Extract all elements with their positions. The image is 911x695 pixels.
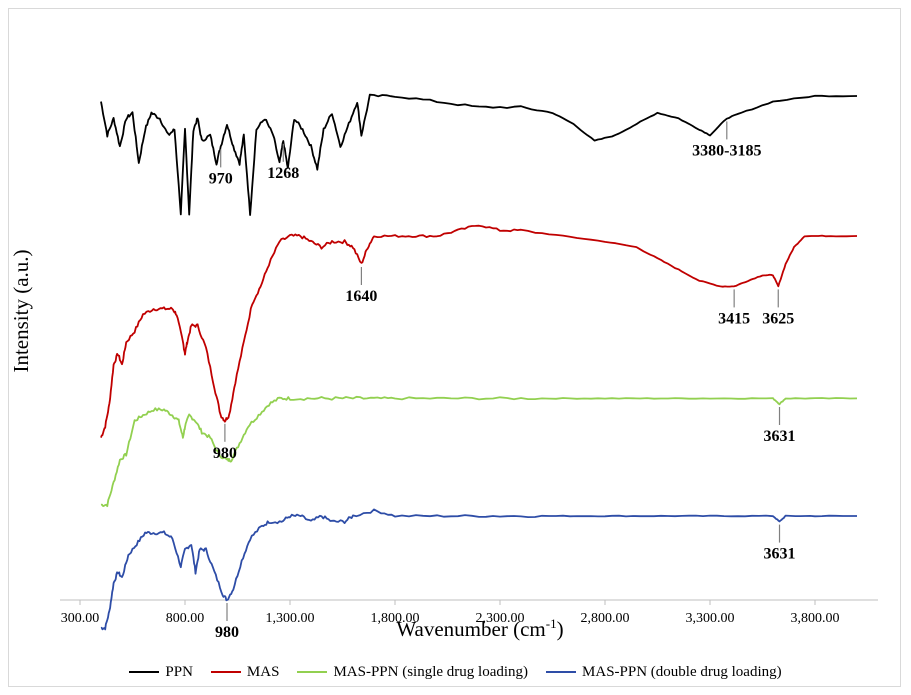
annotation-label: 3380-3185	[692, 142, 761, 159]
x-tick-label: 1,300.00	[266, 611, 315, 626]
y-axis-label: Intensity (a.u.)	[9, 249, 33, 373]
annotation-label: 1268	[267, 165, 299, 182]
legend-label: PPN	[165, 663, 193, 680]
annotation-label: 980	[213, 445, 237, 462]
x-tick-label: 3,800.00	[791, 611, 840, 626]
series-layer	[100, 93, 858, 631]
x-axis-label-end: )	[556, 617, 564, 641]
legend-item: MAS-PPN (single drug loading)	[297, 664, 528, 681]
x-tick-label: 800.00	[166, 611, 205, 626]
ftir-chart: 300.00 800.00 1,300.00 1,800.00 2,300.00 2,80…	[60, 93, 878, 641]
legend-swatch	[210, 671, 241, 673]
x-axis: 300.00 800.00 1,300.00 1,800.00 2,300.00 2,80…	[60, 599, 878, 626]
annotation-label: 3631	[764, 546, 796, 563]
legend-item: MAS	[210, 663, 280, 681]
x-tick-label: 3,300.00	[686, 611, 735, 626]
annotation-label: 3631	[764, 428, 796, 445]
series-line-mas-ppn-double-drug-loading-	[100, 508, 857, 631]
series-line-mas-ppn-single-drug-loading-	[100, 395, 858, 508]
legend: PPN MAS MAS-PPN (single drug loading) MAS-P…	[0, 660, 911, 684]
x-axis-label-sup: -1	[545, 616, 557, 631]
legend-label: MAS	[246, 663, 280, 680]
x-tick-label: 300.00	[61, 611, 100, 626]
legend-label: MAS-PPN (single drug loading)	[333, 663, 529, 680]
annotation-label: 980	[215, 624, 239, 641]
legend-item: PPN	[129, 664, 193, 681]
legend-item: MAS-PPN (double drug loading)	[546, 664, 782, 681]
annotation-label: 3625	[762, 310, 794, 327]
legend-swatch	[129, 671, 160, 673]
annotation-label: 1640	[345, 288, 377, 305]
x-tick-label: 1,800.00	[371, 611, 420, 626]
x-tick-label: 2,300.00	[476, 611, 525, 626]
annotation-layer: 970 1268 3380-3185 1640 980 3415 3625 3631 3631 9…	[209, 121, 796, 641]
series-line-mas	[100, 224, 858, 438]
series-line-ppn	[100, 93, 858, 216]
x-tick-label: 2,800.00	[581, 611, 630, 626]
legend-label: MAS-PPN (double drug loading)	[582, 663, 782, 680]
legend-swatch	[297, 671, 328, 673]
legend-swatch	[546, 671, 577, 673]
chart-frame	[8, 8, 901, 687]
annotation-label: 970	[209, 170, 233, 187]
x-axis-label: Wavenumber (cm-1)	[360, 616, 600, 642]
annotation-label: 3415	[718, 310, 750, 327]
x-axis-label-main: Wavenumber (cm	[396, 617, 546, 641]
